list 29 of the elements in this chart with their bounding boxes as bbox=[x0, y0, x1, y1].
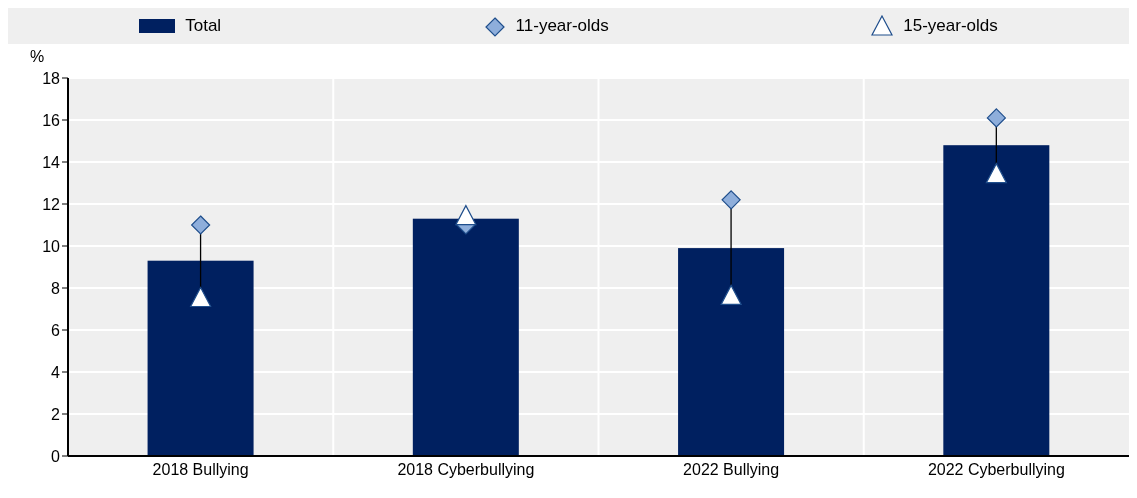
x-tick-label: 2022 Cyberbullying bbox=[927, 461, 1065, 479]
point bbox=[721, 190, 741, 210]
y-tick-label: 8 bbox=[51, 279, 61, 297]
y-axis-title: % bbox=[30, 48, 45, 66]
bar bbox=[412, 218, 519, 456]
point bbox=[985, 163, 1007, 184]
point bbox=[190, 286, 212, 308]
y-tick-label: 16 bbox=[42, 111, 61, 129]
bar bbox=[678, 248, 785, 456]
bar bbox=[943, 145, 1050, 456]
point bbox=[455, 205, 477, 226]
legend-label: Total bbox=[185, 16, 222, 36]
y-tick-label: 6 bbox=[51, 321, 61, 339]
bar bbox=[147, 260, 254, 456]
y-tick-label: 12 bbox=[42, 195, 61, 213]
legend-label: 11-year-olds bbox=[515, 16, 609, 36]
y-tick-label: 4 bbox=[51, 363, 61, 381]
point bbox=[191, 215, 211, 235]
point bbox=[986, 108, 1006, 128]
x-tick-label: 2018 Cyberbullying bbox=[397, 461, 535, 479]
y-tick-label: 0 bbox=[51, 447, 61, 465]
y-tick-label: 2 bbox=[51, 405, 61, 423]
y-tick-label: 14 bbox=[42, 153, 61, 171]
legend-label: 15-year-olds bbox=[903, 16, 998, 36]
point bbox=[720, 284, 742, 305]
x-tick-label: 2022 Bullying bbox=[683, 461, 780, 479]
x-tick-label: 2018 Bullying bbox=[152, 461, 249, 479]
y-tick-label: 10 bbox=[42, 237, 61, 255]
y-tick-label: 18 bbox=[42, 69, 61, 87]
